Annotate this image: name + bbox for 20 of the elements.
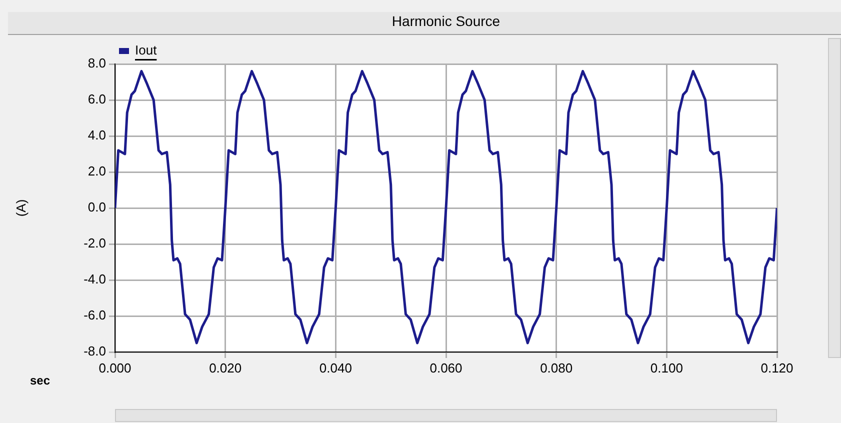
y-tick-label: -4.0 (84, 272, 106, 287)
y-tick-label: 0.0 (88, 200, 106, 215)
y-tick-label: 8.0 (88, 56, 106, 71)
y-tick-label: 6.0 (88, 92, 106, 107)
y-tick-label: 4.0 (88, 128, 106, 143)
x-tick-label: 0.100 (650, 360, 683, 376)
y-tick-label: -6.0 (84, 308, 106, 323)
x-tick-label: 0.000 (98, 360, 132, 376)
x-tick-label: 0.120 (760, 360, 794, 376)
x-tick-label: 0.080 (540, 360, 573, 376)
x-tick-label: 0.020 (209, 360, 242, 376)
y-tick-label: 2.0 (88, 164, 106, 179)
x-tick-label: 0.040 (319, 360, 352, 376)
y-tick-label: -2.0 (84, 236, 106, 251)
x-axis-title: sec (30, 373, 50, 388)
y-axis-title: (A) (14, 199, 29, 217)
y-tick-label: -8.0 (84, 344, 106, 359)
x-tick-label: 0.060 (430, 360, 462, 376)
chart-title: Harmonic Source (392, 12, 500, 29)
legend-label: Iout (135, 42, 158, 58)
